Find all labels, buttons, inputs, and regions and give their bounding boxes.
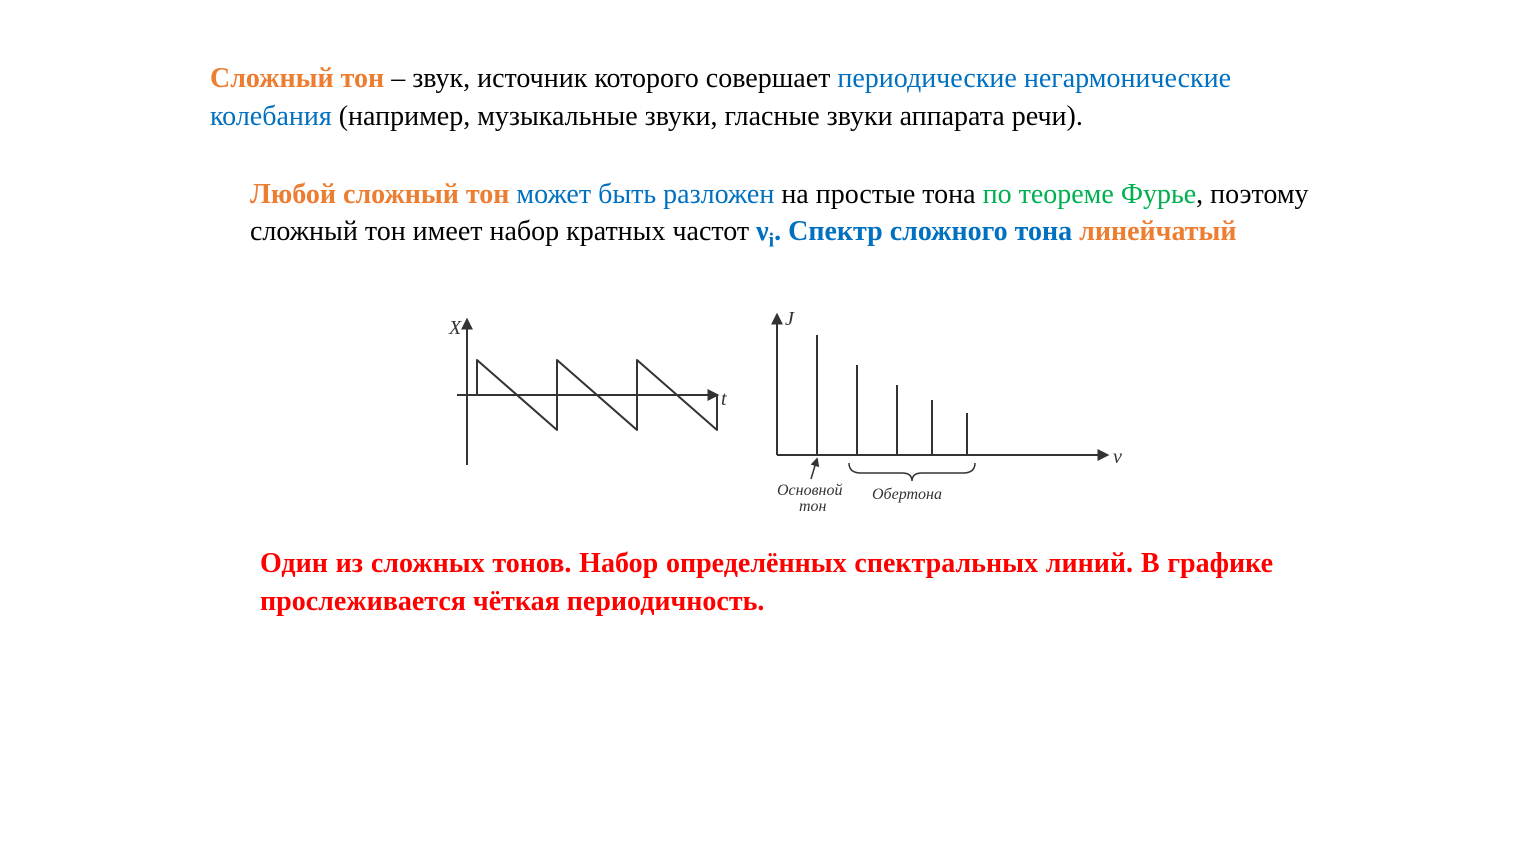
svg-text:t: t bbox=[721, 388, 727, 410]
symbol-nu: ν bbox=[756, 216, 769, 247]
slide: Сложный тон – звук, источник которого со… bbox=[0, 0, 1533, 864]
svg-text:X: X bbox=[448, 317, 462, 339]
term-complex-tone: Сложный тон bbox=[210, 63, 384, 94]
svg-text:Обертона: Обертона bbox=[872, 486, 942, 503]
svg-text:J: J bbox=[785, 308, 795, 330]
text-decomp: может быть разложен bbox=[509, 179, 774, 210]
text-spectrum: . Спектр сложного тона bbox=[774, 216, 1079, 247]
caption: Один из сложных тонов. Набор определённы… bbox=[260, 545, 1273, 621]
svg-text:тон: тон bbox=[799, 498, 827, 515]
figure-wrap: Xt Jν Основнойтон Обертона bbox=[210, 295, 1323, 515]
svg-text:Основной: Основной bbox=[777, 482, 842, 499]
diagram: Xt Jν Основнойтон Обертона bbox=[407, 295, 1127, 515]
text: (например, музыкальные звуки, гласные зв… bbox=[332, 101, 1083, 132]
text-fourier: по теореме Фурье bbox=[983, 179, 1197, 210]
text: – звук, источник которого совершает bbox=[384, 63, 837, 94]
caption-text: Один из сложных тонов. Набор определённы… bbox=[260, 548, 1273, 617]
paragraph-1: Сложный тон – звук, источник которого со… bbox=[210, 60, 1323, 136]
svg-text:ν: ν bbox=[1113, 446, 1122, 468]
paragraph-2: Любой сложный тон может быть разложен на… bbox=[250, 176, 1323, 256]
text: на простые тона bbox=[774, 179, 982, 210]
term-any-complex: Любой сложный тон bbox=[250, 179, 509, 210]
text-line-spectrum: линейчатый bbox=[1079, 216, 1236, 247]
